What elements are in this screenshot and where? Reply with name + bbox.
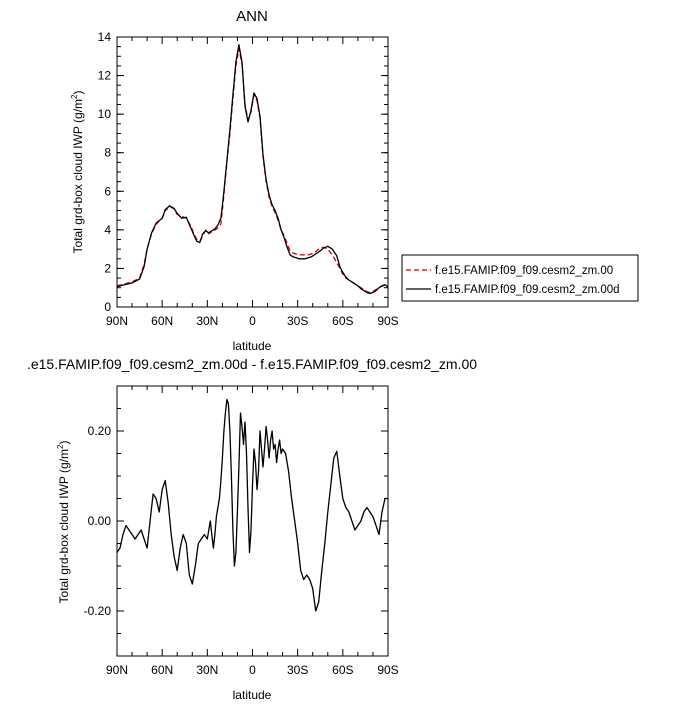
chart-top-ytick-label: 2 — [104, 261, 111, 275]
chart-top-xtick-label: 30N — [196, 314, 218, 328]
chart-top-xlabel: latitude — [233, 339, 272, 353]
legend-box — [401, 254, 639, 302]
chart-top-ytick-label: 0 — [104, 300, 111, 314]
chart-top-ytick-label: 12 — [98, 69, 112, 83]
chart-bottom-xtick-label: 60S — [332, 663, 353, 677]
chart-bottom-ytick-label: 0.00 — [88, 514, 112, 528]
chart-top-ylabel-sup: 2 — [70, 94, 79, 99]
chart-top-xtick-label: 0 — [249, 314, 256, 328]
chart-bottom-ylabel-close: ) — [57, 441, 71, 445]
chart-top-xtick-label: 90S — [377, 314, 398, 328]
chart-top-ylabel: Total grd-box cloud IWP (g/m2) — [70, 91, 85, 254]
legend-label-series-1: f.e15.FAMIP.f09_f09.cesm2_zm.00d — [435, 284, 620, 296]
chart-top-frame — [116, 36, 389, 308]
chart-top-xtick-label: 60N — [151, 314, 173, 328]
chart-bottom-xlabel: latitude — [233, 688, 272, 702]
chart-top-title: ANN — [236, 8, 268, 25]
chart-bottom: .e15.FAMIP.f09_f09.cesm2_zm.00d - f.e15.… — [27, 356, 477, 702]
chart-bottom-ylabel-main: Total grd-box cloud IWP (g/m — [57, 449, 71, 604]
chart-bottom-xtick-label: 0 — [249, 663, 256, 677]
chart-bottom-xtick-label: 30N — [196, 663, 218, 677]
chart-top-ylabel-main: Total grd-box cloud IWP (g/m — [71, 99, 85, 254]
chart-bottom-plot-area: 90N 60N 30N 0 30S 60S 90S 0.20 0.00 -0.20 — [84, 385, 399, 677]
chart-top-ytick-label: 10 — [98, 107, 112, 121]
chart-bottom-series-0-line — [116, 398, 388, 612]
chart-top-plot-area: 90N 60N 30N 0 30S 60S 90S 0 2 4 6 8 10 12 14 — [98, 30, 399, 328]
chart-bottom-frame — [116, 385, 389, 657]
chart-bottom-ylabel-sup: 2 — [56, 444, 65, 449]
chart-top-ytick-label: 4 — [104, 223, 111, 237]
chart-top-ylabel-close: ) — [71, 91, 85, 95]
chart-bottom-xtick-label: 90N — [106, 663, 128, 677]
chart-bottom-title: .e15.FAMIP.f09_f09.cesm2_zm.00d - f.e15.… — [27, 356, 477, 372]
chart-top-legend: f.e15.FAMIP.f09_f09.cesm2_zm.00 f.e15.FA… — [401, 254, 639, 302]
chart-bottom-xtick-label: 60N — [151, 663, 173, 677]
chart-top-series-0-line — [116, 47, 389, 294]
chart-bottom-ylabel: Total grd-box cloud IWP (g/m2) — [56, 441, 71, 604]
chart-top-xtick-label: 90N — [106, 314, 128, 328]
chart-top-xtick-label: 60S — [332, 314, 353, 328]
chart-bottom-ytick-label: 0.20 — [88, 424, 112, 438]
chart-top-ytick-label: 8 — [104, 146, 111, 160]
chart-top-ytick-label: 6 — [104, 184, 111, 198]
chart-top: ANN 90N 60N 30N 0 30S 60S 90S 0 2 4 6 8 10 12 14 latit… — [70, 8, 639, 353]
legend-label-series-0: f.e15.FAMIP.f09_f09.cesm2_zm.00 — [435, 265, 613, 277]
chart-bottom-xtick-label: 30S — [287, 663, 308, 677]
chart-bottom-ytick-label: -0.20 — [84, 604, 112, 618]
chart-top-xtick-label: 30S — [287, 314, 308, 328]
chart-bottom-xtick-label: 90S — [377, 663, 398, 677]
chart-top-ytick-label: 14 — [98, 30, 112, 44]
chart-top-series-1-line — [116, 44, 389, 295]
